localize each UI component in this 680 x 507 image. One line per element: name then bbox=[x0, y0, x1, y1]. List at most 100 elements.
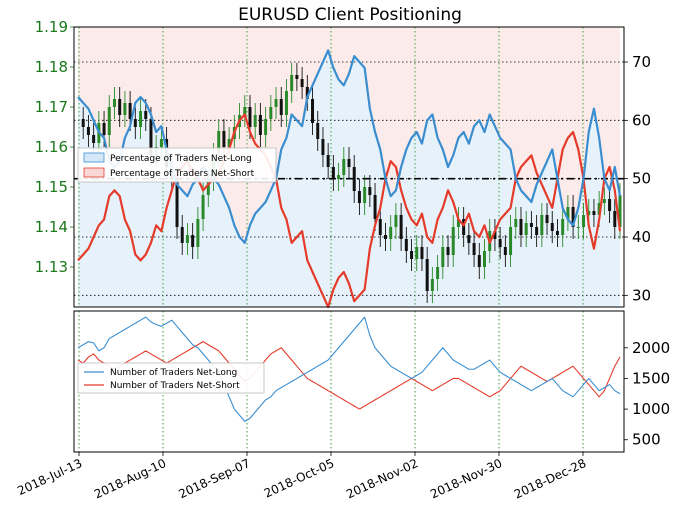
candle-body bbox=[561, 219, 565, 235]
legend-netshort-label: Number of Traders Net-Short bbox=[110, 381, 240, 391]
bottom-right-tick-1000: 1000 bbox=[632, 400, 670, 418]
right-tick-60: 60 bbox=[632, 111, 651, 129]
candle-body bbox=[509, 227, 513, 255]
candle-body bbox=[404, 239, 408, 251]
candle-body bbox=[144, 111, 148, 119]
candle-body bbox=[550, 223, 554, 231]
candle-body bbox=[535, 227, 539, 235]
candle-body bbox=[180, 227, 184, 243]
candle-body bbox=[284, 91, 288, 115]
candle-body bbox=[311, 99, 315, 123]
candle-body bbox=[206, 179, 210, 195]
candle-body bbox=[305, 87, 309, 99]
candle-body bbox=[191, 235, 195, 247]
candle-body bbox=[149, 119, 153, 155]
candle-body bbox=[519, 219, 523, 235]
candle-body bbox=[410, 251, 414, 259]
candle-body bbox=[185, 235, 189, 243]
candle-body bbox=[389, 227, 393, 239]
candle-body bbox=[514, 219, 518, 227]
candle-body bbox=[217, 131, 221, 155]
candle-body bbox=[81, 119, 85, 127]
right-tick-30: 30 bbox=[632, 286, 651, 304]
candle-body bbox=[436, 267, 440, 279]
candle-body bbox=[566, 207, 570, 219]
candle-body bbox=[503, 247, 507, 255]
candle-body bbox=[175, 179, 179, 227]
series-net-short-pct bbox=[77, 113, 622, 309]
candle-body bbox=[472, 243, 476, 255]
legend-top-box bbox=[77, 147, 277, 183]
candle-body bbox=[425, 259, 429, 291]
left-tick-1.14: 1.14 bbox=[35, 218, 68, 236]
series-net-long-count bbox=[77, 316, 621, 422]
candle-body bbox=[571, 207, 575, 227]
candle-body bbox=[118, 99, 122, 115]
candle-body bbox=[540, 215, 544, 235]
candle-body bbox=[357, 191, 361, 203]
candle-body bbox=[112, 99, 116, 107]
bottom-panel-frame bbox=[73, 310, 625, 453]
candle-body bbox=[582, 215, 586, 227]
right-tick-40: 40 bbox=[632, 228, 651, 246]
candle-body bbox=[331, 167, 335, 179]
candle-body bbox=[326, 155, 330, 167]
candle-body bbox=[159, 139, 163, 147]
candle-body bbox=[456, 219, 460, 227]
candle-body bbox=[451, 227, 455, 255]
candle-body bbox=[107, 107, 111, 135]
candle-body bbox=[529, 223, 533, 227]
legend-long-label: Percentage of Traders Net-Long bbox=[110, 154, 252, 164]
candle-body bbox=[383, 235, 387, 239]
candle-body bbox=[555, 231, 559, 235]
series-net-short-count bbox=[77, 341, 621, 410]
candle-body bbox=[342, 159, 346, 175]
candle-body bbox=[363, 187, 367, 203]
candle-body bbox=[264, 119, 268, 135]
legend-bottom-box bbox=[77, 362, 265, 394]
candle-body bbox=[258, 115, 262, 135]
left-tick-1.17: 1.17 bbox=[35, 98, 68, 116]
candle-body bbox=[316, 123, 320, 139]
candle-body bbox=[222, 131, 226, 147]
candle-body bbox=[123, 103, 127, 115]
candle-body bbox=[274, 99, 278, 107]
candle-body bbox=[524, 223, 528, 235]
candle-body bbox=[337, 175, 341, 179]
candle-body bbox=[352, 167, 356, 191]
candle-body bbox=[394, 215, 398, 227]
candle-body bbox=[378, 219, 382, 235]
candle-body bbox=[295, 75, 299, 79]
bottom-panel: 500 1000 1500 2000 bbox=[73, 310, 670, 453]
candle-body bbox=[133, 119, 137, 127]
candle-body bbox=[300, 79, 304, 87]
candle-body bbox=[446, 247, 450, 255]
candle-body bbox=[128, 103, 132, 119]
candle-body bbox=[441, 247, 445, 267]
candle-body bbox=[196, 219, 200, 247]
candle-body bbox=[493, 231, 497, 239]
left-tick-1.16: 1.16 bbox=[35, 138, 68, 156]
candle-body bbox=[139, 111, 143, 127]
candle-body bbox=[368, 187, 372, 195]
candle-body bbox=[201, 195, 205, 219]
candle-body bbox=[462, 219, 466, 235]
candle-body bbox=[290, 75, 294, 91]
left-tick-1.13: 1.13 bbox=[35, 258, 68, 276]
candle-body bbox=[399, 215, 403, 239]
candle-body bbox=[373, 195, 377, 219]
candle-body bbox=[613, 211, 617, 227]
bottom-right-tick-500: 500 bbox=[632, 431, 661, 449]
candle-body bbox=[592, 211, 596, 215]
top-panel-frame bbox=[73, 26, 625, 308]
candle-body bbox=[92, 135, 96, 143]
candle-body bbox=[321, 139, 325, 155]
candle-body bbox=[420, 247, 424, 259]
bottom-right-tick-2000: 2000 bbox=[632, 339, 670, 357]
candle-body bbox=[576, 227, 580, 228]
net-short-area bbox=[78, 27, 620, 243]
chart-title: EURUSD Client Positioning bbox=[238, 5, 462, 25]
legend-short-swatch bbox=[83, 167, 105, 178]
candle-body bbox=[269, 107, 273, 119]
left-tick-1.19: 1.19 bbox=[35, 18, 68, 36]
